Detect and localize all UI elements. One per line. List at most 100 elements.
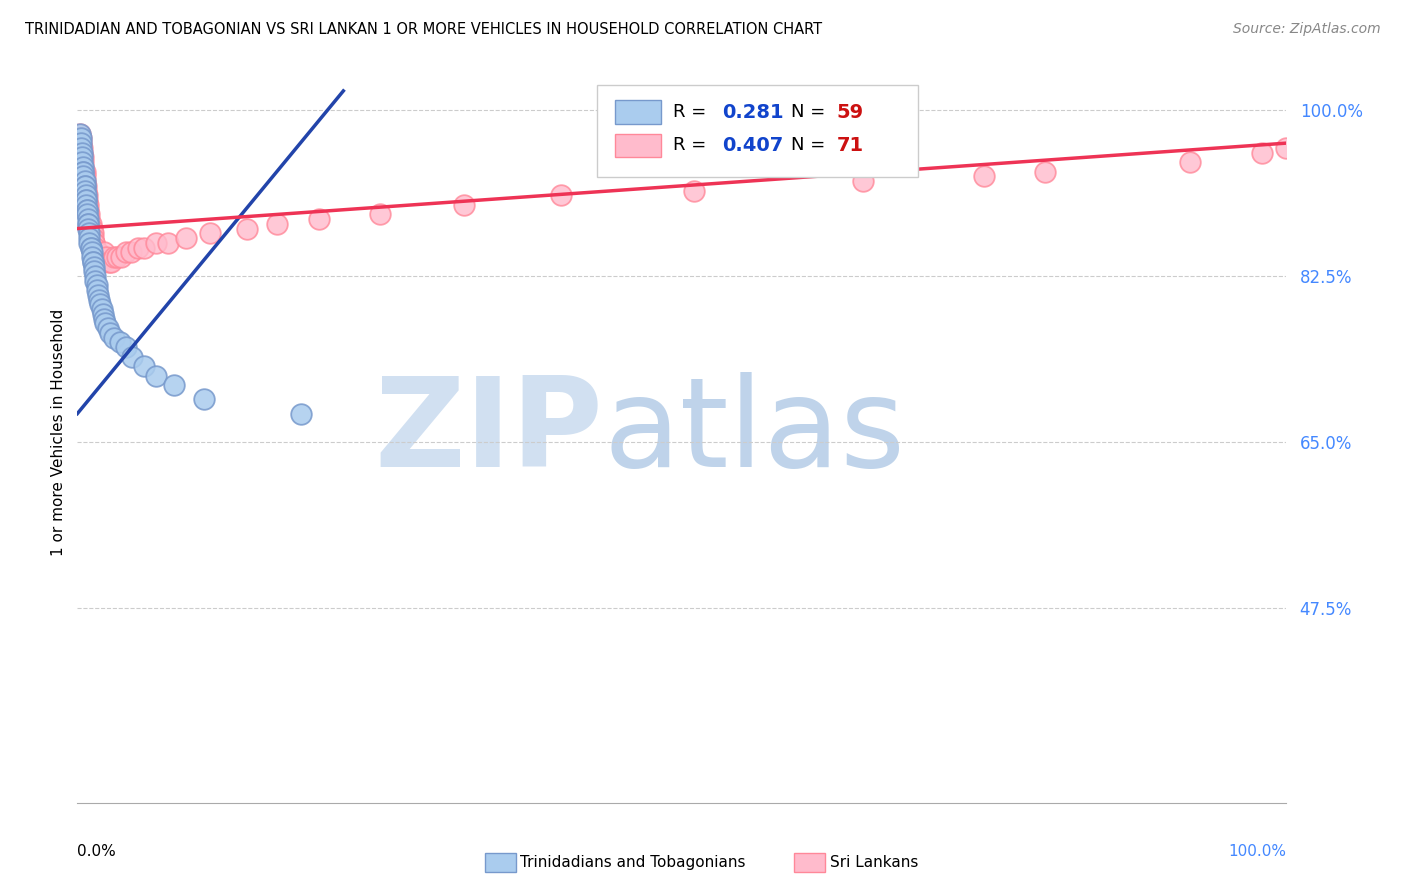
- Point: [76, 193, 98, 207]
- Point: [84, 240, 107, 255]
- Point: [368, 207, 391, 221]
- Point: [77, 207, 100, 221]
- Point: [114, 245, 136, 260]
- Point: [70, 141, 93, 155]
- Point: [70, 141, 93, 155]
- Point: [200, 227, 222, 241]
- Point: [70, 136, 93, 150]
- Point: [75, 178, 97, 193]
- Point: [1178, 155, 1201, 169]
- Text: 71: 71: [837, 136, 863, 155]
- Point: [91, 307, 114, 321]
- Point: [93, 245, 115, 260]
- Point: [77, 221, 100, 235]
- Point: [174, 231, 197, 245]
- Text: 0.407: 0.407: [721, 136, 783, 155]
- Point: [1033, 164, 1056, 178]
- Point: [76, 207, 98, 221]
- Point: [79, 235, 101, 250]
- Point: [94, 317, 117, 331]
- Point: [73, 184, 96, 198]
- Point: [1251, 145, 1274, 160]
- Text: Sri Lankans: Sri Lankans: [830, 855, 918, 870]
- Point: [73, 178, 96, 193]
- Point: [77, 198, 100, 212]
- FancyBboxPatch shape: [616, 100, 661, 124]
- Point: [76, 202, 98, 217]
- Point: [79, 227, 101, 241]
- Point: [193, 392, 215, 407]
- Point: [72, 160, 94, 174]
- Point: [83, 264, 105, 278]
- Point: [121, 350, 143, 364]
- Point: [77, 202, 100, 217]
- Point: [69, 127, 91, 141]
- Text: R =: R =: [673, 103, 713, 121]
- Point: [82, 227, 104, 241]
- Point: [266, 217, 288, 231]
- Point: [80, 250, 103, 264]
- Text: 59: 59: [837, 103, 863, 121]
- Point: [87, 288, 110, 302]
- Point: [79, 207, 101, 221]
- Y-axis label: 1 or more Vehicles in Household: 1 or more Vehicles in Household: [51, 309, 66, 557]
- Point: [82, 231, 104, 245]
- Point: [75, 184, 97, 198]
- Point: [73, 164, 96, 178]
- Point: [72, 164, 94, 178]
- Point: [132, 240, 155, 255]
- Point: [70, 150, 93, 164]
- Point: [87, 245, 110, 260]
- Text: TRINIDADIAN AND TOBAGONIAN VS SRI LANKAN 1 OR MORE VEHICLES IN HOUSEHOLD CORRELA: TRINIDADIAN AND TOBAGONIAN VS SRI LANKAN…: [25, 22, 823, 37]
- Point: [120, 245, 142, 260]
- Point: [72, 169, 94, 184]
- Text: R =: R =: [673, 136, 713, 154]
- Point: [550, 188, 572, 202]
- Point: [157, 235, 180, 250]
- Point: [77, 212, 100, 227]
- Point: [86, 278, 108, 293]
- Point: [77, 217, 100, 231]
- Point: [79, 240, 101, 255]
- Point: [72, 164, 94, 178]
- Point: [79, 217, 101, 231]
- Point: [87, 293, 110, 307]
- Point: [110, 250, 132, 264]
- Point: [103, 331, 125, 345]
- Point: [69, 131, 91, 145]
- Text: 100.0%: 100.0%: [1229, 844, 1286, 858]
- Point: [163, 378, 186, 392]
- Point: [79, 240, 101, 255]
- Point: [84, 268, 107, 283]
- Point: [72, 155, 94, 169]
- Point: [73, 178, 96, 193]
- Point: [105, 250, 128, 264]
- Point: [235, 221, 257, 235]
- Point: [83, 235, 105, 250]
- Point: [75, 188, 97, 202]
- Point: [69, 127, 91, 141]
- Point: [76, 188, 98, 202]
- Point: [973, 169, 995, 184]
- Text: atlas: atlas: [603, 372, 905, 493]
- Text: 0.281: 0.281: [721, 103, 783, 121]
- Point: [75, 193, 97, 207]
- Point: [82, 254, 104, 268]
- Text: N =: N =: [790, 136, 831, 154]
- Point: [79, 221, 101, 235]
- Point: [89, 254, 111, 268]
- Point: [852, 174, 875, 188]
- Point: [308, 212, 330, 227]
- Point: [127, 240, 149, 255]
- Text: N =: N =: [790, 103, 831, 121]
- Point: [83, 260, 105, 274]
- Point: [89, 297, 111, 311]
- Point: [72, 150, 94, 164]
- Point: [70, 150, 93, 164]
- Point: [72, 160, 94, 174]
- Point: [103, 250, 125, 264]
- Text: ZIP: ZIP: [374, 372, 603, 493]
- Point: [73, 178, 96, 193]
- Point: [145, 235, 167, 250]
- Point: [453, 198, 475, 212]
